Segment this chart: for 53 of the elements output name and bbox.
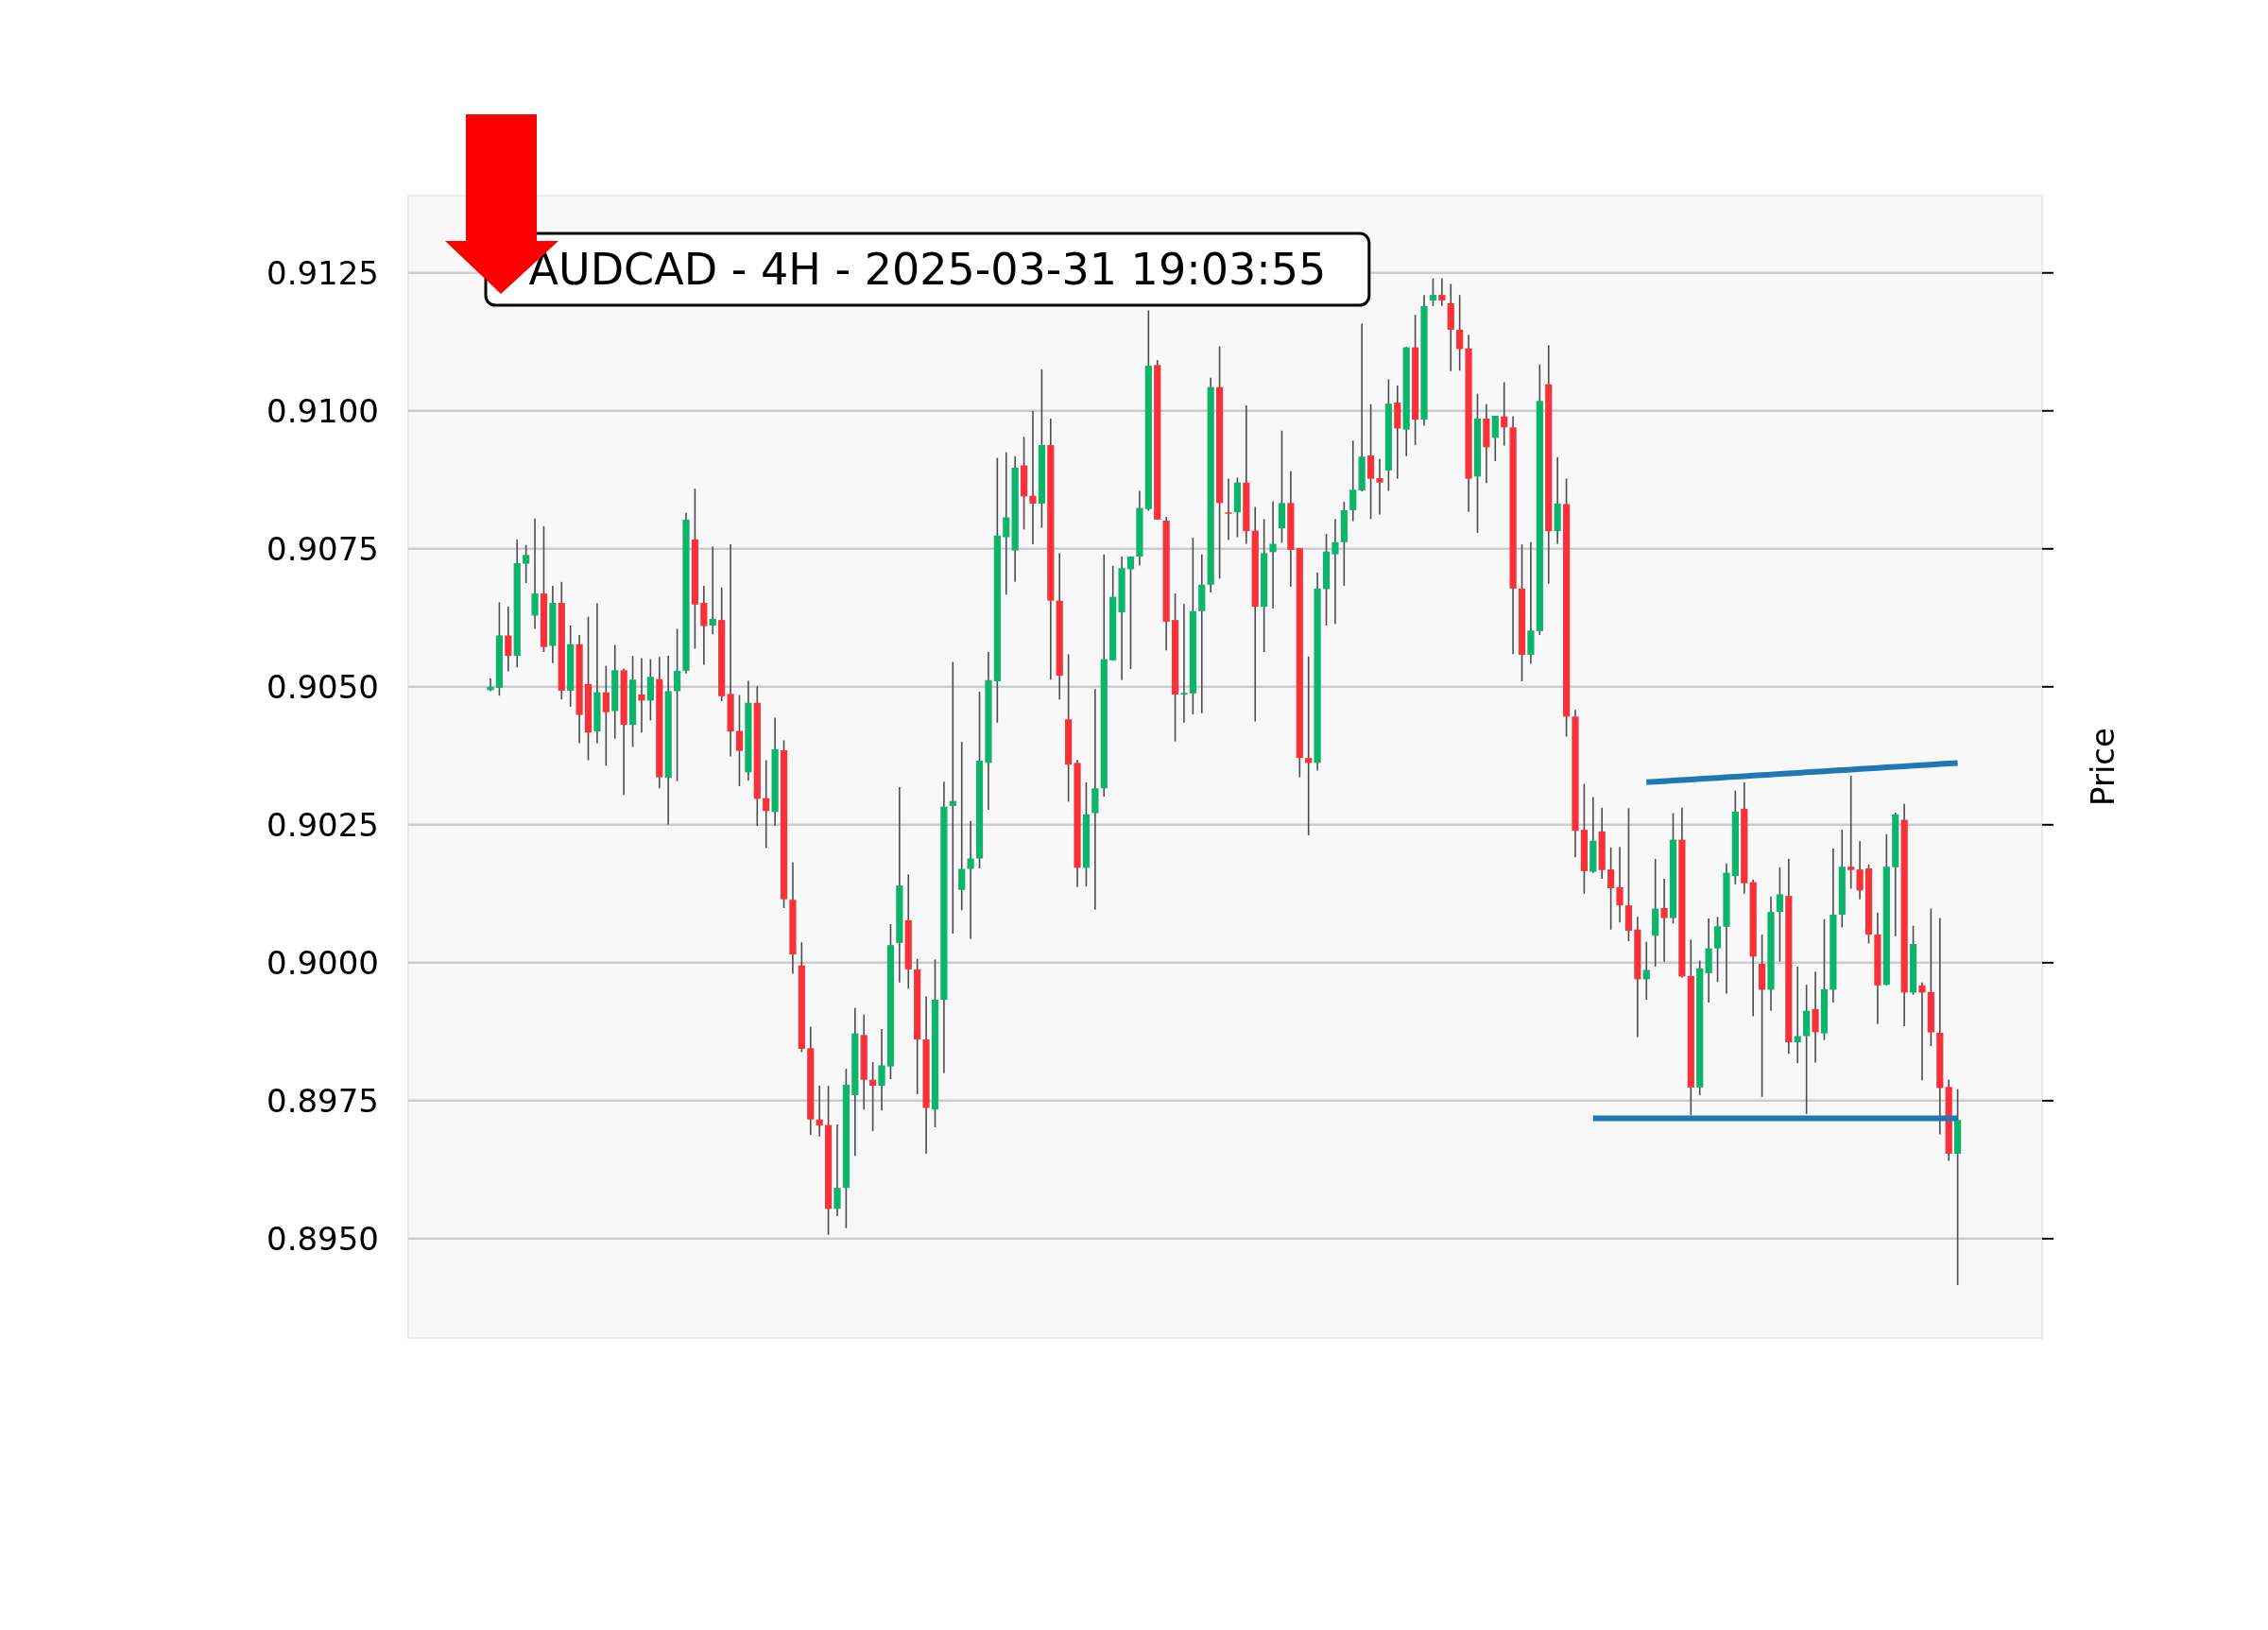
candlestick — [1918, 982, 1926, 1082]
candlestick — [1713, 916, 1722, 984]
candlestick — [1501, 381, 1508, 447]
candlestick — [602, 664, 610, 767]
candlestick — [1180, 603, 1188, 724]
candlestick — [958, 741, 966, 912]
candlestick — [1438, 277, 1446, 307]
candlestick — [1126, 556, 1135, 670]
candlestick — [1376, 457, 1383, 516]
candlestick — [1349, 439, 1357, 523]
candlestick — [531, 517, 539, 630]
y-tick-label: 0.9050 — [266, 667, 379, 706]
candlestick — [763, 759, 770, 849]
y-tick-label: 0.9025 — [266, 805, 379, 844]
y-tick-label: 0.9100 — [266, 391, 379, 430]
candlestick — [1456, 294, 1464, 371]
candlestick — [674, 627, 681, 782]
candlestick — [878, 1028, 885, 1112]
candlestick — [1616, 846, 1624, 923]
candlestick — [1856, 840, 1864, 901]
candlestick — [523, 543, 530, 584]
y-tick-label: 0.9000 — [266, 943, 379, 982]
candlestick — [833, 1124, 841, 1217]
candlestick — [1847, 775, 1855, 890]
candlestick — [709, 545, 716, 636]
candlestick — [816, 1085, 823, 1138]
y-tick-label: 0.8950 — [266, 1219, 379, 1258]
candlestick — [967, 819, 974, 940]
candlestick — [1029, 409, 1037, 545]
candlestick — [1305, 655, 1313, 836]
candlestick — [487, 678, 494, 693]
candlestick — [1332, 518, 1339, 626]
candlestick — [505, 606, 512, 673]
candlestick — [1429, 277, 1437, 307]
candlestick — [1091, 688, 1099, 911]
candlestick — [638, 657, 645, 734]
candlestick — [1776, 866, 1784, 963]
candlestick — [1003, 451, 1010, 596]
candlestick — [1269, 500, 1277, 609]
y-tick-label: 0.8975 — [266, 1081, 379, 1120]
text: AUDCAD - 4H - 2025-03-31 19:03:55 — [528, 244, 1327, 295]
candlestick — [1491, 415, 1499, 462]
y-axis-title: Price — [2084, 728, 2122, 806]
candlestick — [1660, 878, 1668, 963]
candlestick — [1607, 846, 1615, 931]
candlestick — [1225, 477, 1232, 541]
y-tick-label: 0.9075 — [266, 529, 379, 568]
candlestick — [949, 661, 956, 935]
y-tick-label: 0.9125 — [266, 253, 379, 292]
candlestick — [735, 694, 744, 787]
candlestick — [869, 1061, 877, 1132]
candlestick — [1794, 966, 1801, 1064]
candlestick — [1642, 940, 1650, 1001]
